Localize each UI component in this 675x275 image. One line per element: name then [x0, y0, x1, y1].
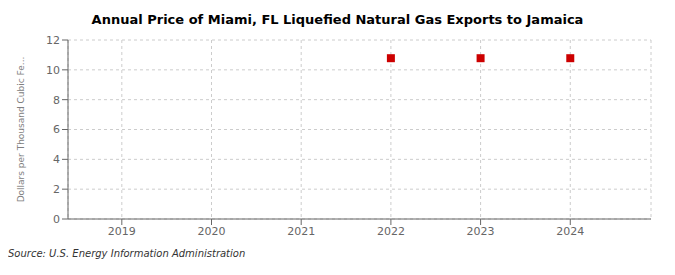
svg-text:2019: 2019: [108, 225, 136, 238]
html-text:Annual Price of Miami, FL Liqu: Annual Price of Miami, FL Liquefied Natu…: [91, 12, 584, 27]
svg-text:2020: 2020: [198, 225, 226, 238]
svg-text:12: 12: [46, 34, 60, 47]
svg-text:Dollars per Thousand Cubic Fe.: Dollars per Thousand Cubic Fe...: [16, 57, 26, 203]
svg-text:2: 2: [53, 183, 60, 196]
svg-text:10: 10: [46, 64, 60, 77]
svg-text:2023: 2023: [467, 225, 495, 238]
svg-text:6: 6: [53, 123, 60, 136]
svg-text:2024: 2024: [556, 225, 584, 238]
svg-text:2021: 2021: [287, 225, 315, 238]
html-text:Source: U.S. Energy Informatio: Source: U.S. Energy Information Administ…: [8, 248, 246, 259]
svg-text:4: 4: [53, 153, 60, 166]
svg-text:8: 8: [53, 94, 60, 107]
svg-text:2022: 2022: [377, 225, 405, 238]
svg-text:0: 0: [53, 213, 60, 226]
